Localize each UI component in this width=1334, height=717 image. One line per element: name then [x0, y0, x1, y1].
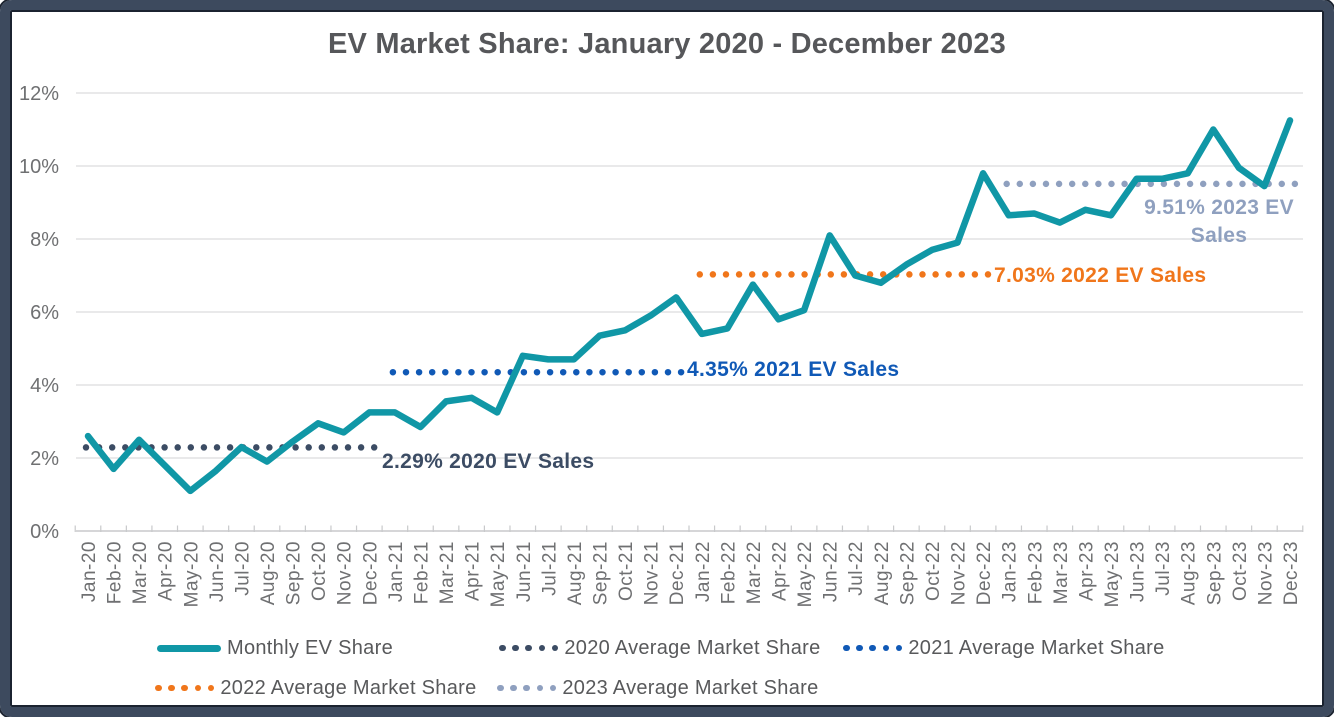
- x-axis-label: Oct-23: [1230, 541, 1251, 601]
- legend-label-2021-average: 2021 Average Market Share: [908, 636, 1165, 659]
- y-axis-label: 0%: [30, 521, 59, 543]
- x-axis-label: May-23: [1102, 541, 1123, 607]
- x-axis-label: Mar-23: [1051, 541, 1072, 604]
- legend-item-2022-average: 2022 Average Market Share: [155, 676, 477, 700]
- legend-label-monthly-ev-share: Monthly EV Share: [227, 636, 393, 659]
- x-axis-label: May-20: [181, 541, 202, 607]
- x-axis-label: Nov-23: [1255, 541, 1276, 605]
- x-axis-label: Apr-23: [1076, 541, 1097, 601]
- x-axis-label: Oct-22: [923, 541, 944, 601]
- x-axis-label: Sep-20: [284, 541, 305, 605]
- y-axis-label: 10%: [19, 156, 59, 178]
- y-axis-label: 6%: [30, 302, 59, 324]
- x-axis-label: Sep-23: [1204, 541, 1225, 605]
- x-axis-label: Dec-23: [1281, 541, 1302, 605]
- x-axis-label: Jul-20: [232, 541, 253, 596]
- x-axis-label: Sep-21: [590, 541, 611, 605]
- x-axis-label: Oct-21: [616, 541, 637, 601]
- avg-label-20: 2.29% 2020 EV Sales: [382, 450, 594, 473]
- x-axis-label: Dec-20: [360, 541, 381, 605]
- legend-dots-swatch-2022: [155, 684, 215, 692]
- x-axis-label: Mar-22: [744, 541, 765, 604]
- x-axis-label: Oct-20: [309, 541, 330, 601]
- x-axis-label: Jul-21: [539, 541, 560, 596]
- x-axis-label: Dec-21: [667, 541, 688, 605]
- y-axis-label: 12%: [19, 83, 59, 105]
- x-axis-label: Nov-20: [335, 541, 356, 605]
- legend-item-monthly-ev-share: Monthly EV Share: [157, 636, 393, 660]
- x-axis-label: Feb-22: [718, 541, 739, 604]
- legend-label-2023-average: 2023 Average Market Share: [562, 676, 819, 699]
- x-axis-label: Sep-22: [897, 541, 918, 605]
- x-axis-label: Aug-21: [565, 541, 586, 605]
- avg-label-22: 7.03% 2022 EV Sales: [994, 264, 1206, 287]
- x-axis-label: Jun-21: [514, 541, 535, 602]
- x-axis-label: Apr-20: [156, 541, 177, 601]
- x-axis-label: Feb-20: [105, 541, 126, 604]
- x-axis-label: Mar-21: [437, 541, 458, 604]
- chart-title: EV Market Share: January 2020 - December…: [328, 28, 1006, 60]
- legend-dots-swatch-2020: [499, 644, 559, 652]
- x-axis-label: Feb-21: [411, 541, 432, 604]
- avg-label-23: 9.51% 2023 EV Sales: [1144, 196, 1294, 247]
- y-axis-label: 8%: [30, 229, 59, 251]
- series-monthly-ev-share: [84, 117, 1294, 495]
- legend-dots-swatch-2021: [843, 644, 903, 652]
- avg-label-21: 4.35% 2021 EV Sales: [687, 358, 899, 381]
- x-axis-label: Aug-23: [1179, 541, 1200, 605]
- legend-line-swatch: [157, 644, 221, 652]
- x-axis-label: Jan-23: [1000, 541, 1021, 602]
- legend-item-2023-average: 2023 Average Market Share: [497, 676, 819, 700]
- x-axis-label: Jun-22: [821, 541, 842, 602]
- x-axis-label: Feb-23: [1025, 541, 1046, 604]
- x-axis-label: Jan-20: [79, 541, 100, 602]
- y-axis-label: 2%: [30, 448, 59, 470]
- x-axis-label: Jul-23: [1153, 541, 1174, 596]
- legend-item-2021-average: 2021 Average Market Share: [843, 636, 1165, 660]
- x-axis-label: Aug-22: [872, 541, 893, 605]
- x-axis-label: Apr-22: [770, 541, 791, 601]
- x-axis-label: May-22: [795, 541, 816, 607]
- x-axis-label: Aug-20: [258, 541, 279, 605]
- y-axis-label: 4%: [30, 375, 59, 397]
- legend-dots-swatch-2023: [497, 684, 557, 692]
- x-axis-label: Nov-21: [642, 541, 663, 605]
- x-axis-label: Dec-22: [974, 541, 995, 605]
- x-axis-label: May-21: [488, 541, 509, 607]
- x-axis-label: Jan-22: [693, 541, 714, 602]
- x-axis-label: Jul-22: [846, 541, 867, 596]
- x-axis-label: Nov-22: [949, 541, 970, 605]
- x-axis-label: Jun-23: [1128, 541, 1149, 602]
- x-axis-label: Jan-21: [386, 541, 407, 602]
- legend-label-2022-average: 2022 Average Market Share: [220, 676, 477, 699]
- x-axis-label: Mar-20: [130, 541, 151, 604]
- legend-label-2020-average: 2020 Average Market Share: [564, 636, 821, 659]
- legend-item-2020-average: 2020 Average Market Share: [499, 636, 821, 660]
- x-axis-label: Jun-20: [207, 541, 228, 602]
- x-axis-label: Apr-21: [463, 541, 484, 601]
